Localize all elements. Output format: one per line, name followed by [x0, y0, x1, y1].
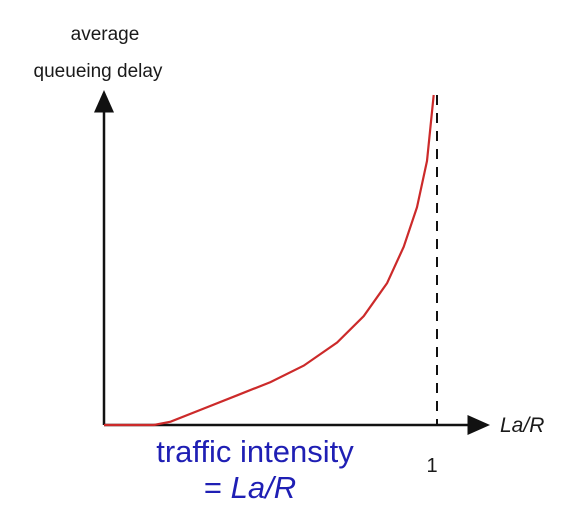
caption-la-r: La/R	[231, 470, 296, 505]
y-axis-label-line-2: queueing delay	[34, 61, 163, 82]
y-axis-label-line-1: average	[71, 24, 140, 45]
caption-line-2: = La/R	[204, 470, 296, 505]
caption-equals: =	[204, 470, 231, 505]
caption-line-1: traffic intensity	[156, 434, 354, 469]
delay-curve	[104, 94, 435, 427]
x-tick-label: 1	[426, 455, 437, 477]
x-axis-label: La/R	[500, 414, 544, 437]
